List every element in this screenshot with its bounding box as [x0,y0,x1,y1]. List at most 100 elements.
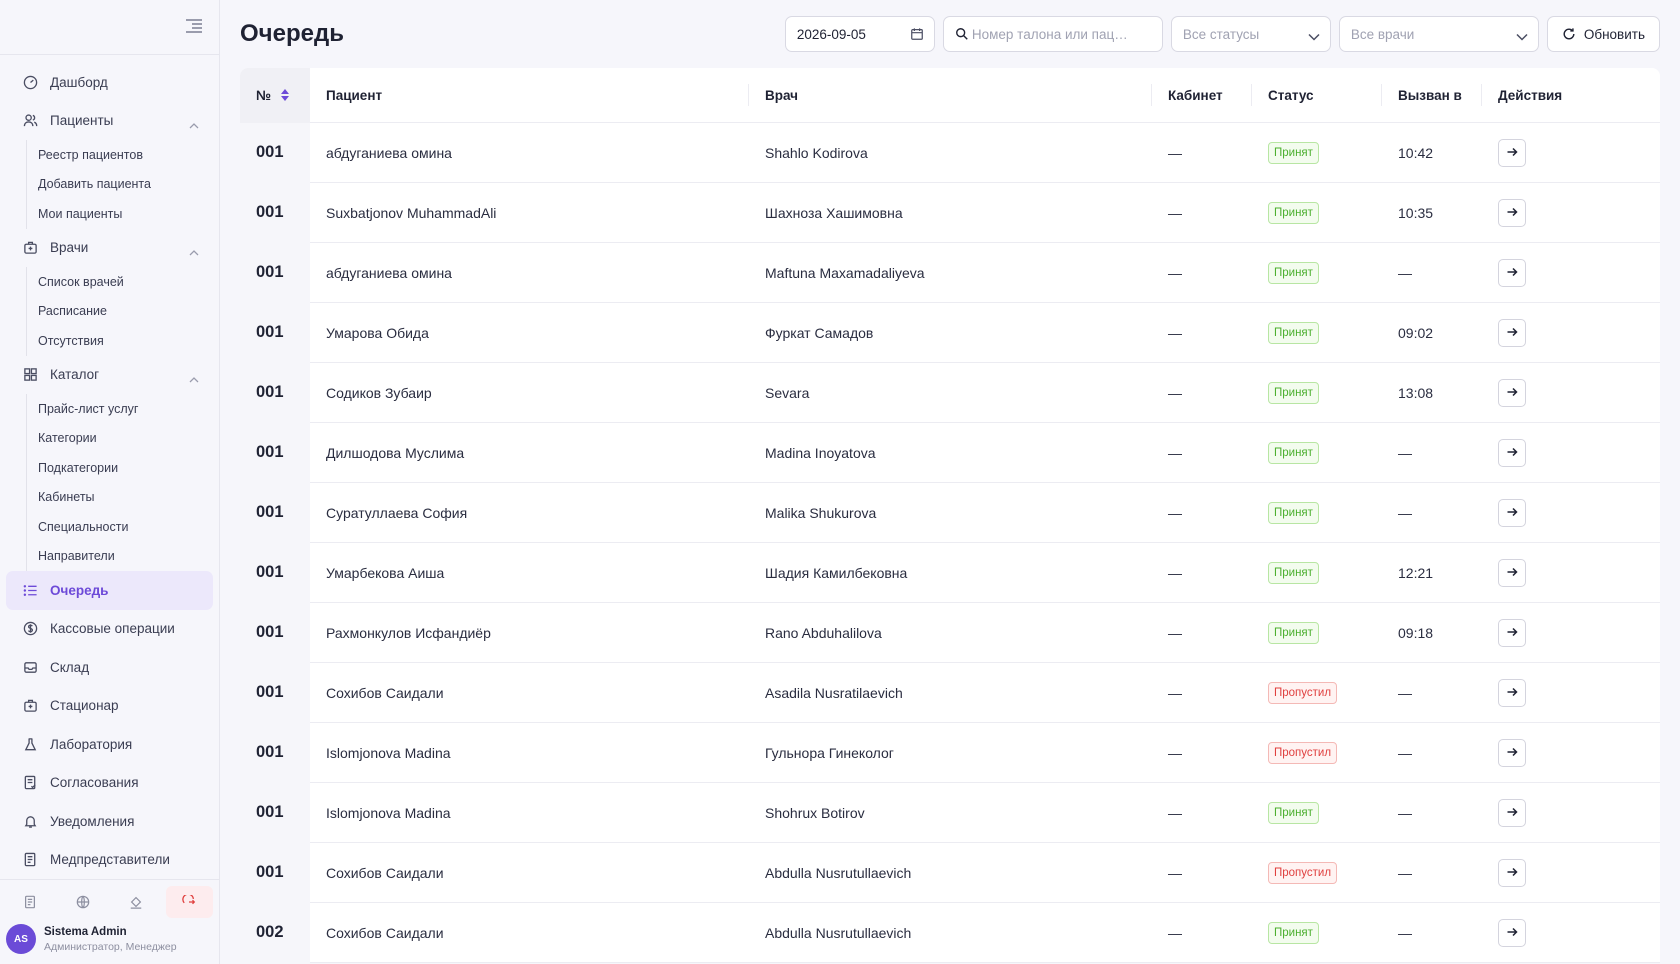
called-at-value: — [1398,744,1412,761]
table-row[interactable]: 001 абдуганиева омина Shahlo Kodirova — Прин… [240,122,1660,183]
sidebar-item-notifications[interactable]: Уведомления [6,802,213,841]
search-placeholder: Номер талона или пац… [971,26,1128,42]
doctor-select-value: Все врачи [1350,26,1415,42]
sidebar-item-patients[interactable]: Пациенты [6,102,213,141]
status-badge: Принят [1268,261,1319,284]
sidebar-subitem-categories[interactable]: Категории [38,431,97,446]
called-at-value: — [1398,864,1412,881]
sidebar-item-label: Пациенты [50,113,114,129]
sidebar-subitem-subcategories[interactable]: Подкатегории [38,460,119,475]
open-ticket-button[interactable] [1498,138,1526,167]
cabinet-value: — [1168,384,1182,401]
called-at-value: 09:02 [1398,324,1434,341]
open-ticket-button[interactable] [1498,318,1526,347]
receipt-icon[interactable] [6,886,53,918]
sidebar-subitem-price-list[interactable]: Прайс-лист услуг [38,401,139,416]
ticket-number: 001 [240,662,310,723]
sidebar-item-queue[interactable]: Очередь [6,571,213,610]
sidebar-item-laboratory[interactable]: Лаборатория [6,725,213,764]
refresh-button[interactable]: Обновить [1546,16,1660,52]
sidebar-item-doctors[interactable]: Врачи [6,229,213,268]
table-row[interactable]: 001 Сохибов Саидали Abdulla Nusrutullaevic… [240,842,1660,903]
table-row[interactable]: 001 Сохибов Саидали Asadila Nusratilaevich… [240,662,1660,723]
cabinet-value: — [1168,564,1182,581]
globe-icon[interactable] [59,886,106,918]
open-ticket-button[interactable] [1498,798,1526,827]
arrow-right-icon [1506,625,1518,641]
doctor-name: Abdulla Nusrutullaevich [765,864,912,881]
doctor-name: Malika Shukurova [765,504,877,521]
sidebar-item-med-reps[interactable]: Медпредставители [6,841,213,880]
doctor-select[interactable]: Все врачи [1338,16,1539,52]
sidebar-subitem-referrers[interactable]: Направители [38,549,115,564]
status-badge: Принят [1268,201,1319,224]
open-ticket-button[interactable] [1498,918,1526,947]
cabinet-value: — [1168,924,1182,941]
sidebar-subitem-schedule[interactable]: Расписание [38,304,107,319]
table-row[interactable]: 001 Islomjonova Madina Shohrux Botirov — При… [240,782,1660,843]
sidebar-item-inpatient[interactable]: Стационар [6,687,213,726]
column-header-patient: Пациент [310,68,749,123]
status-badge: Принят [1268,561,1319,584]
sidebar-item-dashboard[interactable]: Дашборд [6,63,213,102]
sidebar-item-warehouse[interactable]: Склад [6,648,213,687]
status-cell: Принят [1252,363,1382,423]
status-select[interactable]: Все статусы [1170,16,1331,52]
sidebar-item-catalog[interactable]: Каталог [6,356,213,395]
actions-cell [1482,303,1660,363]
sidebar-subitem-add-patient[interactable]: Добавить пациента [38,177,151,192]
patient-name: абдуганиева омина [326,144,452,161]
table-row[interactable]: 001 Дилшодова Муслима Madina Inoyatova — При… [240,422,1660,483]
sidebar-subitem-cabinets[interactable]: Кабинеты [38,490,95,505]
status-badge: Пропустил [1268,741,1338,764]
arrow-right-icon [1506,685,1518,701]
table-row[interactable]: 001 Islomjonova Madina Гульнора Гинеколог —… [240,722,1660,783]
sidebar-subitem-specialties[interactable]: Специальности [38,519,129,534]
patient-name: Умарова Обида [326,324,429,341]
cabinet-value: — [1168,144,1182,161]
open-ticket-button[interactable] [1498,258,1526,287]
chevron-up-icon [189,244,199,259]
logout-icon[interactable] [165,886,213,918]
sidebar-item-label: Стационар [50,698,119,714]
sidebar-subitem-patient-registry[interactable]: Реестр пациентов [38,147,143,162]
called-at-value: 13:08 [1398,384,1434,401]
actions-cell [1482,603,1660,663]
table-row[interactable]: 001 Суратуллаева София Malika Shukurova — Пр… [240,482,1660,543]
sidebar-item-approvals[interactable]: Согласования [6,764,213,803]
table-row[interactable]: 001 Содиков Зубаир Sevara — Принят 13:08 [240,362,1660,423]
status-cell: Принят [1252,183,1382,243]
open-ticket-button[interactable] [1498,438,1526,467]
search-input[interactable]: Номер талона или пац… [942,16,1163,52]
sidebar-subitem-doctor-list[interactable]: Список врачей [38,274,124,289]
sidebar-subitem-my-patients[interactable]: Мои пациенты [38,206,123,221]
open-ticket-button[interactable] [1498,738,1526,767]
status-badge: Принят [1268,921,1319,944]
called-at-value: — [1398,804,1412,821]
open-ticket-button[interactable] [1498,618,1526,647]
table-row[interactable]: 001 Умарова Обида Фуркат Самадов — Принят 09:… [240,302,1660,363]
actions-cell [1482,903,1660,963]
paint-bucket-icon[interactable] [113,886,160,918]
user-profile[interactable]: AS Sistema Admin Администратор, Менеджер [0,918,219,954]
table-row[interactable]: 001 Умарбекова Аиша Шадия Камилбековна — При… [240,542,1660,603]
open-ticket-button[interactable] [1498,858,1526,887]
open-ticket-button[interactable] [1498,558,1526,587]
date-picker[interactable]: 2026-09-05 [784,16,935,52]
collapse-sidebar-icon[interactable] [186,19,202,33]
open-ticket-button[interactable] [1498,498,1526,527]
open-ticket-button[interactable] [1498,198,1526,227]
table-row[interactable]: 001 абдуганиева омина Maftuna Maxamadaliye… [240,242,1660,303]
actions-cell [1482,543,1660,603]
actions-cell [1482,483,1660,543]
table-row[interactable]: 001 Рахмонкулов Исфандиёр Rano Abduhalilov… [240,602,1660,663]
sidebar-subitem-absences[interactable]: Отсутствия [38,333,104,348]
chevron-down-icon [1308,29,1320,44]
called-at-value: 10:42 [1398,144,1434,161]
open-ticket-button[interactable] [1498,378,1526,407]
open-ticket-button[interactable] [1498,678,1526,707]
table-row[interactable]: 002 Сохибов Саидали Abdulla Nusrutullaevic… [240,902,1660,963]
sidebar-item-cash-operations[interactable]: Кассовые операции [6,610,213,649]
table-row[interactable]: 001 Suxbatjonov MuhammadAli Шахноза Хашимо… [240,182,1660,243]
column-header-number[interactable]: № [240,67,310,123]
